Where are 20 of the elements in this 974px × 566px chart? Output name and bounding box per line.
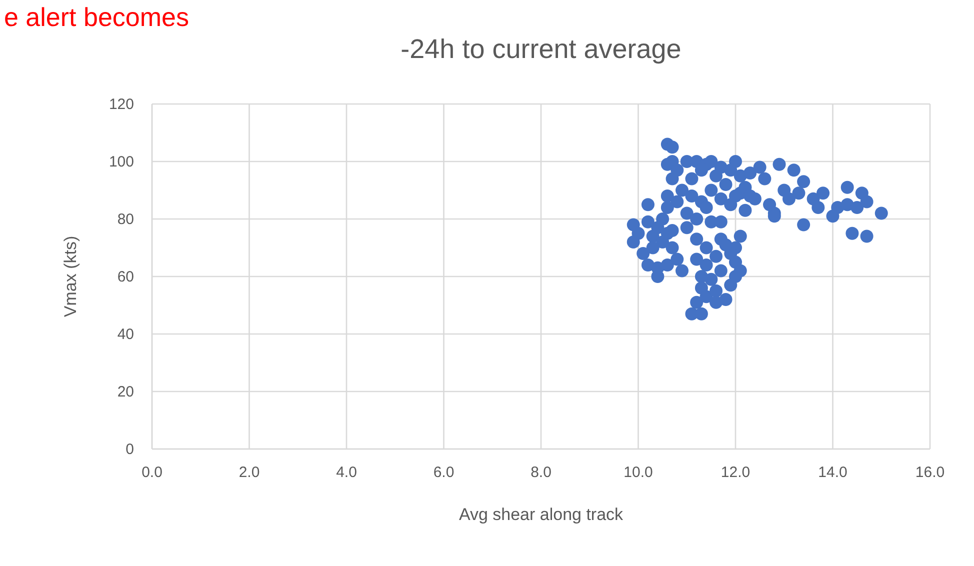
- x-tick-label: 16.0: [915, 464, 945, 481]
- y-tick-label: 120: [108, 96, 134, 113]
- y-tick-label: 100: [108, 154, 134, 170]
- y-tick-label: 60: [117, 268, 134, 286]
- x-tick-label: 0.0: [142, 464, 162, 481]
- x-tick-label: 14.0: [818, 464, 848, 481]
- y-tick-label: 40: [117, 326, 134, 343]
- x-tick-label: 6.0: [433, 464, 454, 481]
- text: e alert becomes: [4, 2, 189, 32]
- y-tick-label: 80: [117, 211, 134, 228]
- chart-title: -24h to current average: [400, 34, 682, 64]
- x-tick-label: 4.0: [336, 464, 357, 481]
- y-tick-label: 0: [126, 441, 134, 458]
- x-axis-title: Avg shear along track: [458, 505, 624, 524]
- x-tick-label: 12.0: [720, 464, 750, 481]
- y-tick-label: 20: [117, 384, 134, 400]
- x-tick-label: 2.0: [238, 464, 260, 481]
- x-tick-label: 8.0: [530, 464, 552, 481]
- x-tick-label: 10.0: [624, 464, 653, 481]
- y-axis-title: Vmax (kts): [61, 236, 80, 318]
